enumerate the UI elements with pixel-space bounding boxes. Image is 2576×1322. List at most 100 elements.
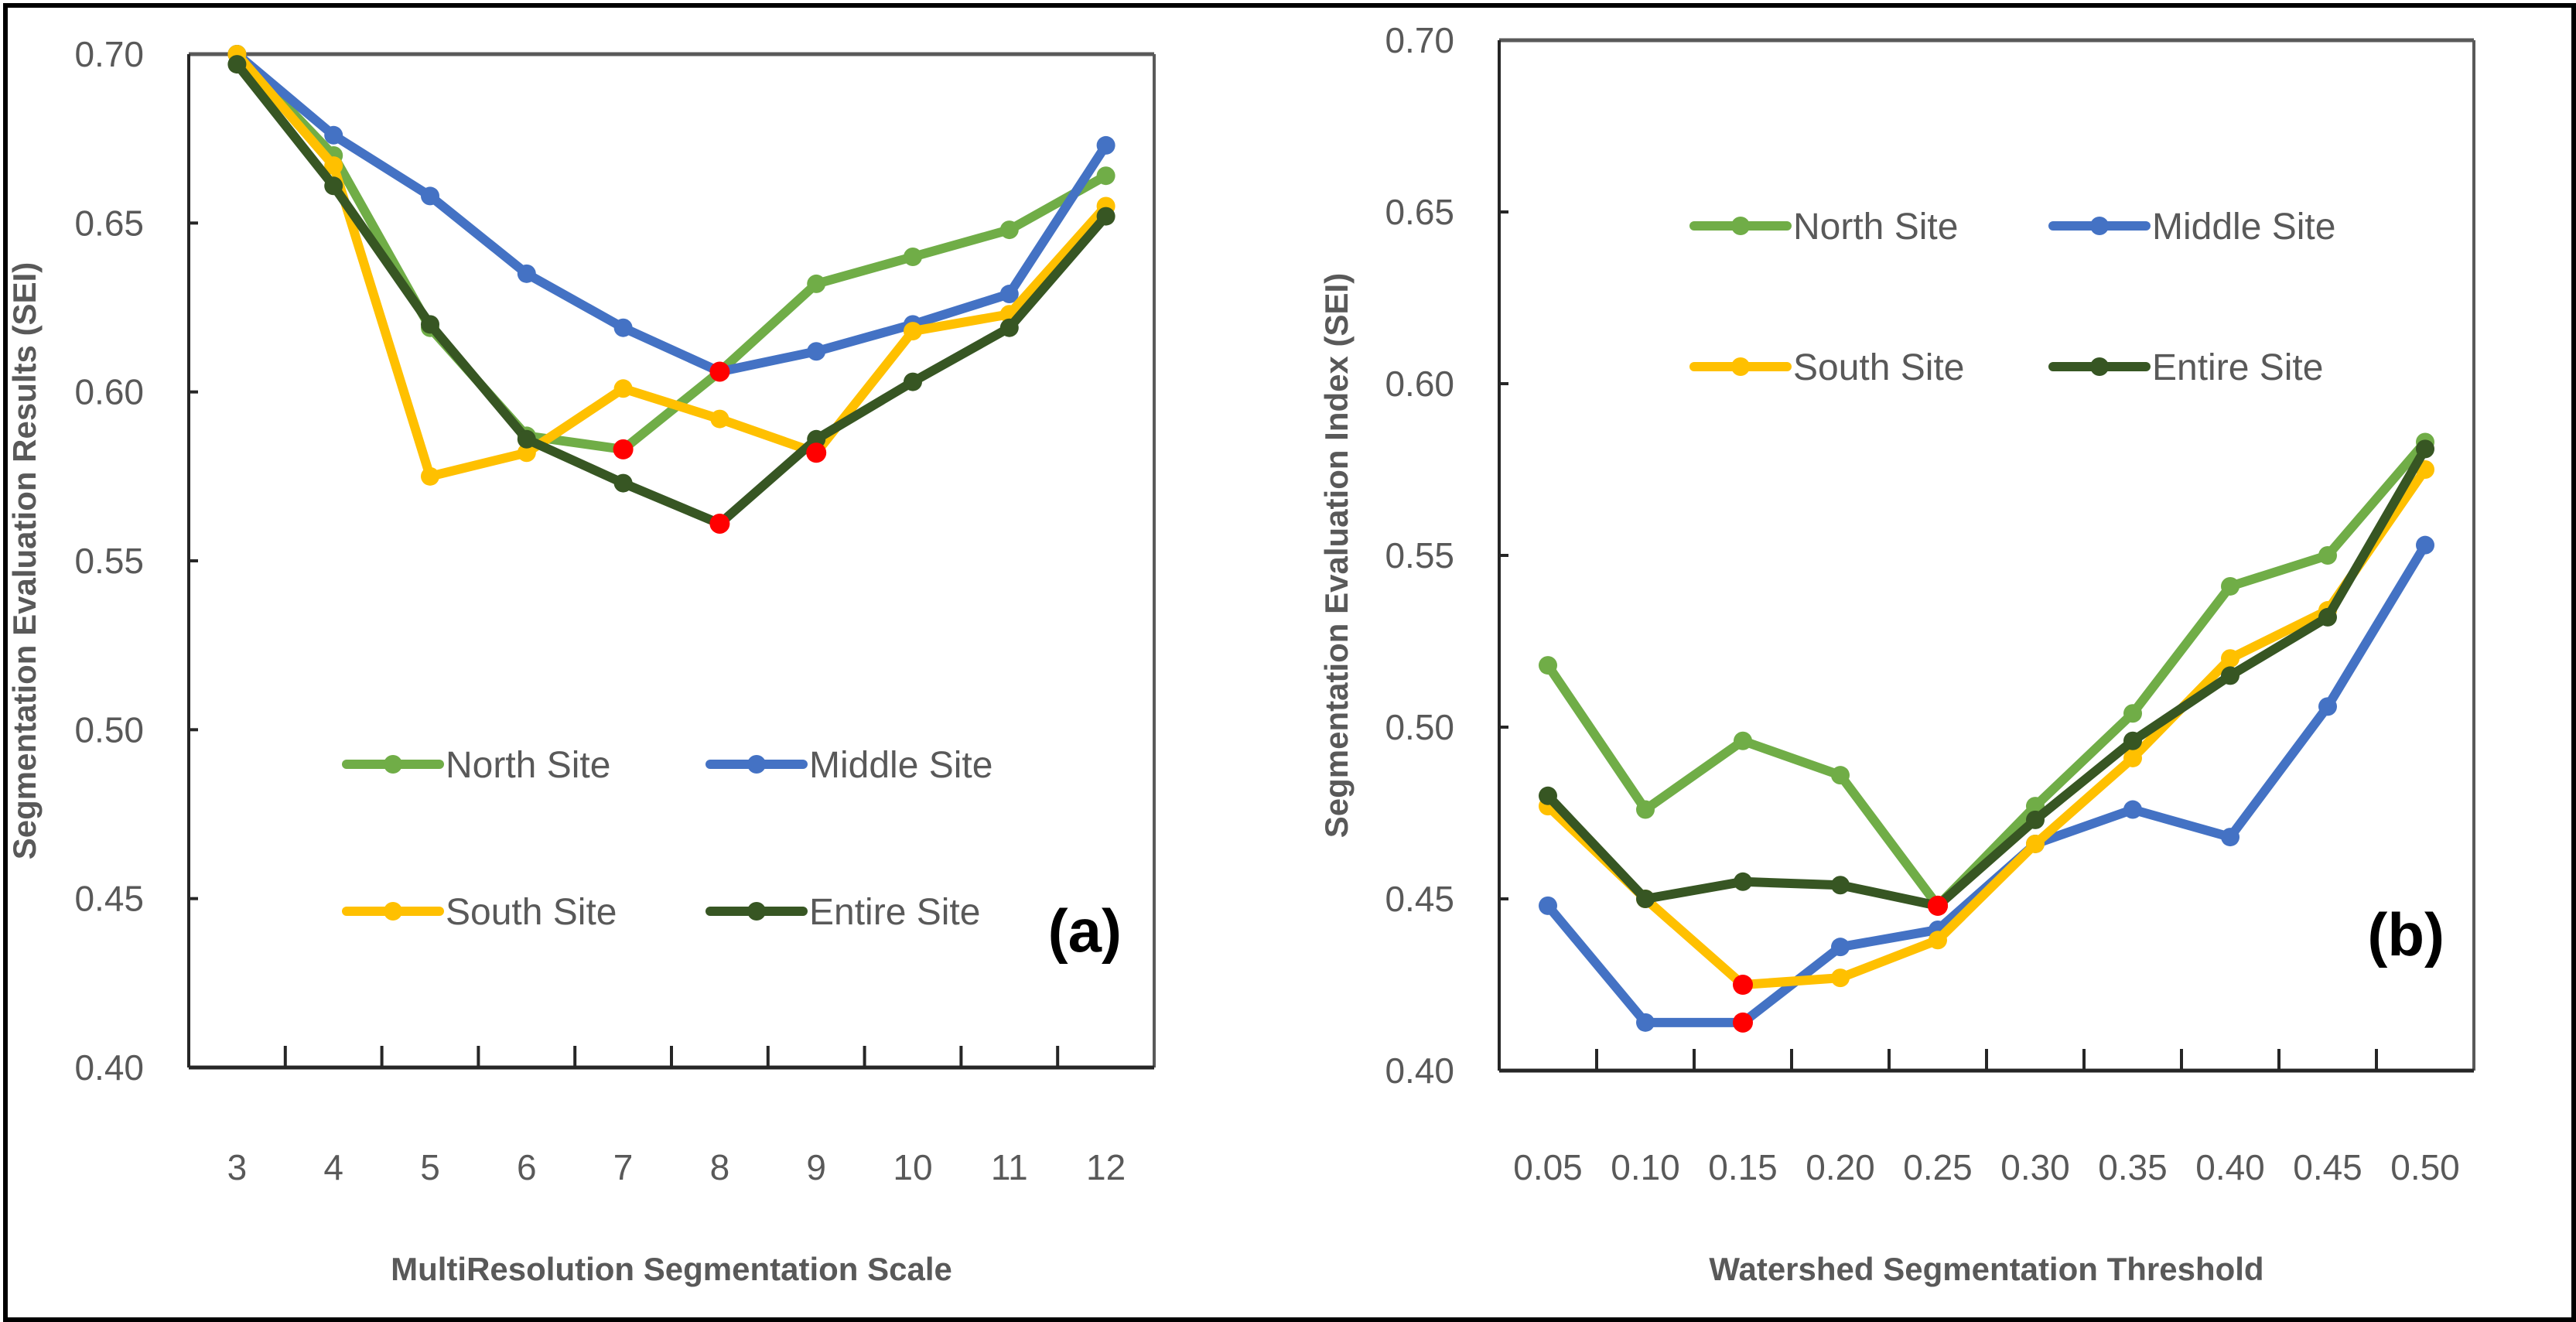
data-point [613,379,633,398]
legend-label: Middle Site [809,745,992,786]
series-entire-site [1539,439,2434,915]
x-tick-label: 11 [991,1147,1028,1187]
x-tick-label: 0.35 [2098,1147,2168,1187]
x-tick-label: 9 [806,1147,826,1187]
data-point [1831,968,1850,988]
data-point [1539,896,1557,915]
data-point [904,248,922,266]
minimum-point-marker [709,513,730,534]
x-tick-label: 0.20 [1806,1147,1875,1187]
legend-label: Middle Site [2152,207,2335,248]
x-axis-title: Watershed Segmentation Threshold [1709,1251,2263,1287]
legend-label: North Site [1793,207,1958,248]
data-point [2123,748,2142,767]
minimum-point-marker [709,361,730,382]
data-point [324,176,343,196]
legend-item: Middle Site [705,745,992,786]
series-line [232,50,1111,454]
data-point [1734,872,1752,891]
data-point [613,318,633,337]
y-tick-label: 0.65 [1385,192,1454,232]
legend-swatch-marker [2090,357,2109,376]
y-tick-label: 0.60 [1385,364,1454,404]
legend-item: Entire Site [705,892,980,933]
legend-swatch-marker [1731,217,1750,235]
minimum-point-marker [806,442,827,463]
x-tick-label: 0.50 [2390,1147,2460,1187]
legend-item: North Site [1689,207,1958,248]
legend-label: South Site [446,892,617,933]
data-point [904,322,922,341]
series-line [1543,465,2430,989]
x-tick-label: 0.45 [2293,1147,2362,1187]
panel-label: (b) [2367,900,2444,968]
x-tick-label: 6 [517,1147,537,1187]
y-tick-label: 0.50 [74,709,144,750]
series-line [1543,437,2430,910]
panel-a-chart: 0.40 0.45 0.50 0.55 0.60 0.65 0.70 3 4 5 6 7 8 9 10 11 1… [6,34,1156,1287]
data-point [1096,135,1115,155]
y-tick-label: 0.50 [1385,707,1454,747]
data-point [2318,607,2337,627]
panel-label: (a) [1048,897,1122,965]
data-point [1734,731,1752,750]
data-point [2221,828,2239,847]
x-tick-label: 0.10 [1611,1147,1680,1187]
x-tick-label: 0.25 [1903,1147,1973,1187]
legend-swatch-marker [384,755,402,774]
x-axis-title: MultiResolution Segmentation Scale [391,1251,952,1287]
y-tick-label: 0.40 [74,1047,144,1088]
data-point [1096,166,1115,186]
series-south-site [1539,460,2434,994]
x-tick-label: 0.05 [1513,1147,1583,1187]
y-tick-label: 0.40 [1385,1050,1454,1091]
data-point [1636,890,1655,908]
legend: North Site Middle Site South Site Entire Si… [1689,207,2335,388]
data-point [2123,800,2142,819]
data-point [227,55,247,74]
series-entire-site [227,55,1115,533]
data-point [517,264,536,283]
legend: North Site Middle Site South Site Entire Si… [342,745,992,933]
figure-frame [3,3,2576,1322]
data-point [2416,535,2434,555]
y-axis-title: Segmentation Evaluation Index (SEI) [1318,273,1355,838]
data-point [2123,731,2142,750]
series-line [232,50,1111,481]
data-point [421,315,439,334]
legend-item: South Site [342,892,617,933]
data-point [1636,1013,1655,1032]
data-point [1929,931,1947,950]
series-south-site [227,45,1115,486]
y-tick-label: 0.70 [74,34,144,74]
x-tick-label: 10 [893,1147,932,1187]
y-tick-label: 0.55 [74,541,144,581]
minimum-point-marker [1733,1012,1753,1033]
minimum-point-marker [1733,975,1753,995]
data-point [999,220,1019,240]
x-tick-label: 0.40 [2195,1147,2265,1187]
y-tick-label: 0.55 [1385,535,1454,576]
legend-swatch-marker [747,902,766,921]
minimum-point-marker [613,439,634,459]
data-point [1539,656,1557,675]
x-tick-label: 3 [227,1147,248,1187]
data-point [2318,546,2337,565]
data-point [517,429,536,449]
data-point [2221,576,2239,596]
series-north-site [1539,432,2434,915]
series-line [232,60,1111,528]
x-tick-label: 0.30 [2000,1147,2070,1187]
series-middle-site [1539,535,2434,1032]
data-point [2123,704,2142,723]
panel-b-chart: 0.40 0.45 0.50 0.55 0.60 0.65 0.70 0.05 0.10 0.15… [1318,20,2475,1287]
data-point [807,342,826,361]
data-point [1636,800,1655,819]
series-line [232,50,1111,377]
data-point [324,125,343,145]
data-point [2026,834,2045,853]
legend-swatch-marker [1731,357,1750,376]
x-tick-label: 12 [1086,1147,1126,1187]
data-point [1539,786,1557,805]
